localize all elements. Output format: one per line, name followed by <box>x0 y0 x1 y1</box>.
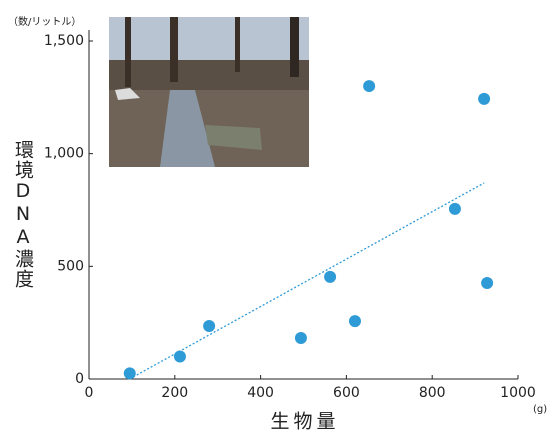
x-title: 生物量 <box>270 411 339 433</box>
point <box>349 315 361 327</box>
y-title: 環境DNA濃度 <box>10 140 37 289</box>
point <box>295 332 307 344</box>
y-tick-label: 1,500 <box>44 33 84 49</box>
x-tick-label: 600 <box>333 385 360 401</box>
point <box>324 271 336 283</box>
y-tick-label: 1,000 <box>44 146 84 162</box>
page: （数/リットル） (g) 生物量 0 500 1,000 1,500 0 200 400 60… <box>0 0 555 433</box>
point <box>363 80 375 92</box>
x-unit: (g) <box>533 404 547 415</box>
y-unit: （数/リットル） <box>8 15 81 28</box>
point <box>449 203 461 215</box>
point <box>481 277 493 289</box>
chart: （数/リットル） (g) 生物量 0 500 1,000 1,500 0 200 400 60… <box>0 0 555 433</box>
point <box>478 93 490 105</box>
x-tick-label: 0 <box>85 385 94 401</box>
point <box>124 367 136 379</box>
point <box>203 320 215 332</box>
photo <box>109 17 309 167</box>
x-tick-label: 200 <box>161 385 188 401</box>
y-tick-label: 0 <box>75 371 84 387</box>
x-tick-label: 1000 <box>500 385 536 401</box>
trend-line <box>133 183 484 377</box>
x-tick-label: 800 <box>419 385 446 401</box>
point <box>174 350 186 362</box>
x-tick-label: 400 <box>247 385 274 401</box>
y-tick-label: 500 <box>57 258 84 274</box>
